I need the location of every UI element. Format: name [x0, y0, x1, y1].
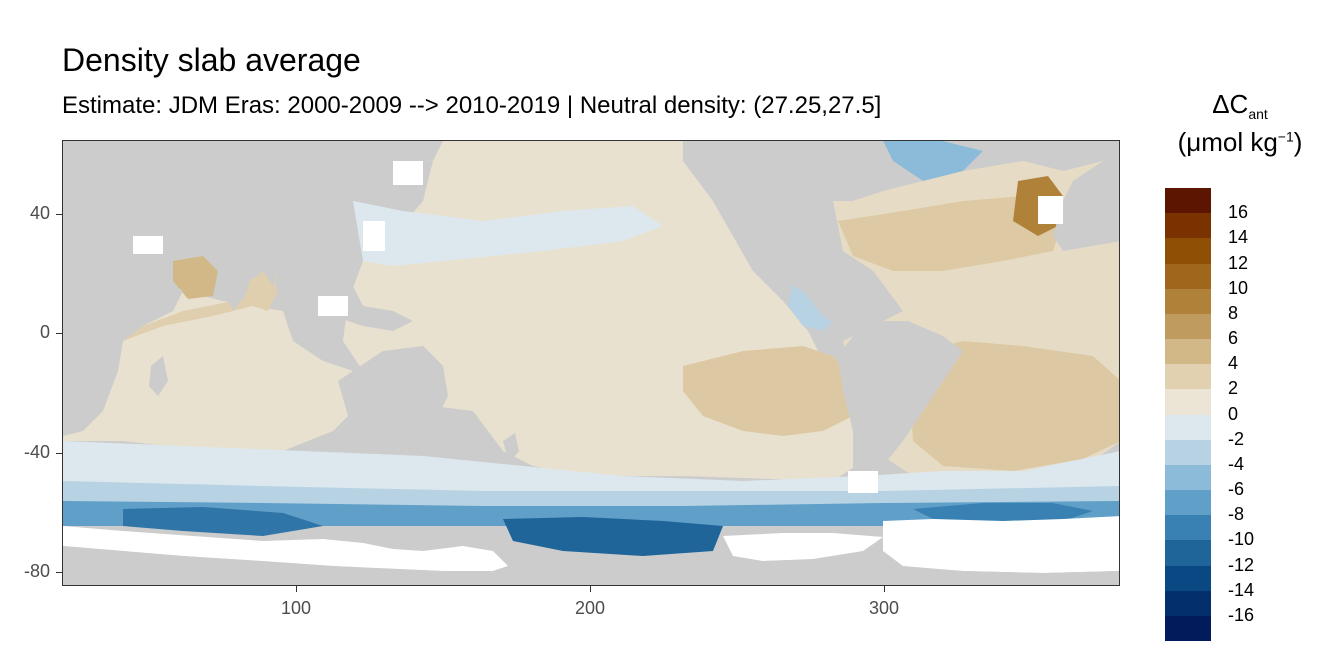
land-madagascar — [149, 356, 168, 396]
legend-swatch — [1165, 263, 1211, 290]
x-tick-label: 300 — [868, 598, 900, 618]
legend-label: -16 — [1228, 604, 1255, 625]
region-southern-inner — [63, 501, 1119, 526]
legend-label: -2 — [1228, 428, 1245, 449]
legend-swatch — [1165, 464, 1211, 491]
x-tick-label: 200 — [574, 598, 606, 618]
legend-swatch — [1165, 188, 1211, 214]
x-tick-label: 100 — [280, 598, 312, 618]
legend-swatch — [1165, 615, 1211, 642]
plot-title: Density slab average — [62, 42, 361, 78]
y-tickmark-40 — [56, 214, 62, 215]
legend-colorbar — [1165, 188, 1211, 642]
y-tick-label: -40 — [23, 442, 50, 462]
legend-label: 16 — [1228, 202, 1249, 223]
legend-swatch — [1165, 565, 1211, 592]
land-south-america — [838, 321, 963, 491]
legend-label: 0 — [1228, 403, 1239, 424]
y-tickmark-0 — [56, 333, 62, 334]
legend-swatch — [1165, 389, 1211, 415]
legend-swatch — [1165, 540, 1211, 566]
legend-swatch — [1165, 238, 1211, 264]
x-tickmark-100 — [296, 586, 297, 592]
legend-label: -8 — [1228, 504, 1245, 525]
legend-label: 2 — [1228, 378, 1239, 399]
legend-swatch — [1165, 339, 1211, 365]
region-peru-negative — [788, 281, 838, 331]
y-tick-label: -80 — [23, 561, 50, 581]
region-west-indian — [123, 271, 278, 341]
land-asia — [63, 141, 443, 311]
legend-label: 8 — [1228, 302, 1239, 323]
data-gap-5 — [848, 471, 878, 493]
legend-label: 4 — [1228, 353, 1239, 374]
legend-title: ΔCant (μmol kg−1) — [1177, 89, 1303, 158]
legend-label: 14 — [1228, 227, 1249, 248]
region-east-antarctic — [123, 507, 323, 536]
legend-label: -10 — [1228, 529, 1255, 550]
region-south-atlantic — [908, 341, 1119, 471]
y-tick-label: 40 — [29, 203, 50, 223]
land-new-zealand — [503, 433, 519, 463]
data-gap-4 — [393, 161, 423, 185]
x-tickmark-300 — [884, 586, 885, 592]
data-gap-2 — [318, 296, 348, 316]
antarctica — [63, 546, 1119, 585]
antarctic-white-2 — [723, 533, 883, 561]
region-ross-sea — [503, 517, 723, 556]
legend-label: -12 — [1228, 554, 1255, 575]
legend-label: -14 — [1228, 579, 1255, 600]
land-greenland — [983, 141, 1103, 171]
map-svg — [63, 141, 1119, 585]
legend-swatch — [1165, 213, 1211, 239]
y-tickmark-neg80 — [56, 572, 62, 573]
legend-swatch — [1165, 414, 1211, 441]
legend-swatch — [1165, 590, 1211, 617]
legend-swatch — [1165, 515, 1211, 541]
antarctic-white-1 — [63, 526, 508, 571]
land-australia — [338, 346, 448, 441]
data-gap-6 — [1038, 196, 1063, 224]
region-arabian-sea — [173, 256, 218, 299]
x-tickmark-200 — [590, 586, 591, 592]
antarctic-white-3 — [883, 516, 1119, 573]
legend-swatch — [1165, 313, 1211, 340]
legend-swatch — [1165, 439, 1211, 466]
legend-swatch — [1165, 364, 1211, 390]
legend-swatch — [1165, 490, 1211, 516]
data-gap-1 — [133, 236, 163, 254]
region-north-atlantic — [838, 181, 1063, 271]
plot-subtitle: Estimate: JDM Eras: 2000-2009 --> 2010-2… — [62, 92, 882, 119]
legend-label: 6 — [1228, 328, 1239, 348]
region-north-pacific-band — [353, 201, 663, 266]
y-tickmark-neg40 — [56, 453, 62, 454]
legend-label: 10 — [1228, 277, 1249, 298]
region-weddell — [913, 503, 1093, 521]
land-india — [213, 256, 253, 311]
land-north-america — [683, 141, 923, 336]
map-panel — [62, 140, 1120, 586]
legend-swatch — [1165, 288, 1211, 315]
legend-label: -6 — [1228, 479, 1245, 499]
land-europe — [1053, 161, 1119, 251]
legend-label: -4 — [1228, 453, 1245, 474]
land-africa — [63, 261, 183, 436]
y-tick-label: 0 — [39, 322, 50, 342]
region-east-tropical-pacific — [683, 346, 853, 436]
data-gap-3 — [363, 221, 385, 251]
legend-label: 12 — [1228, 252, 1249, 273]
